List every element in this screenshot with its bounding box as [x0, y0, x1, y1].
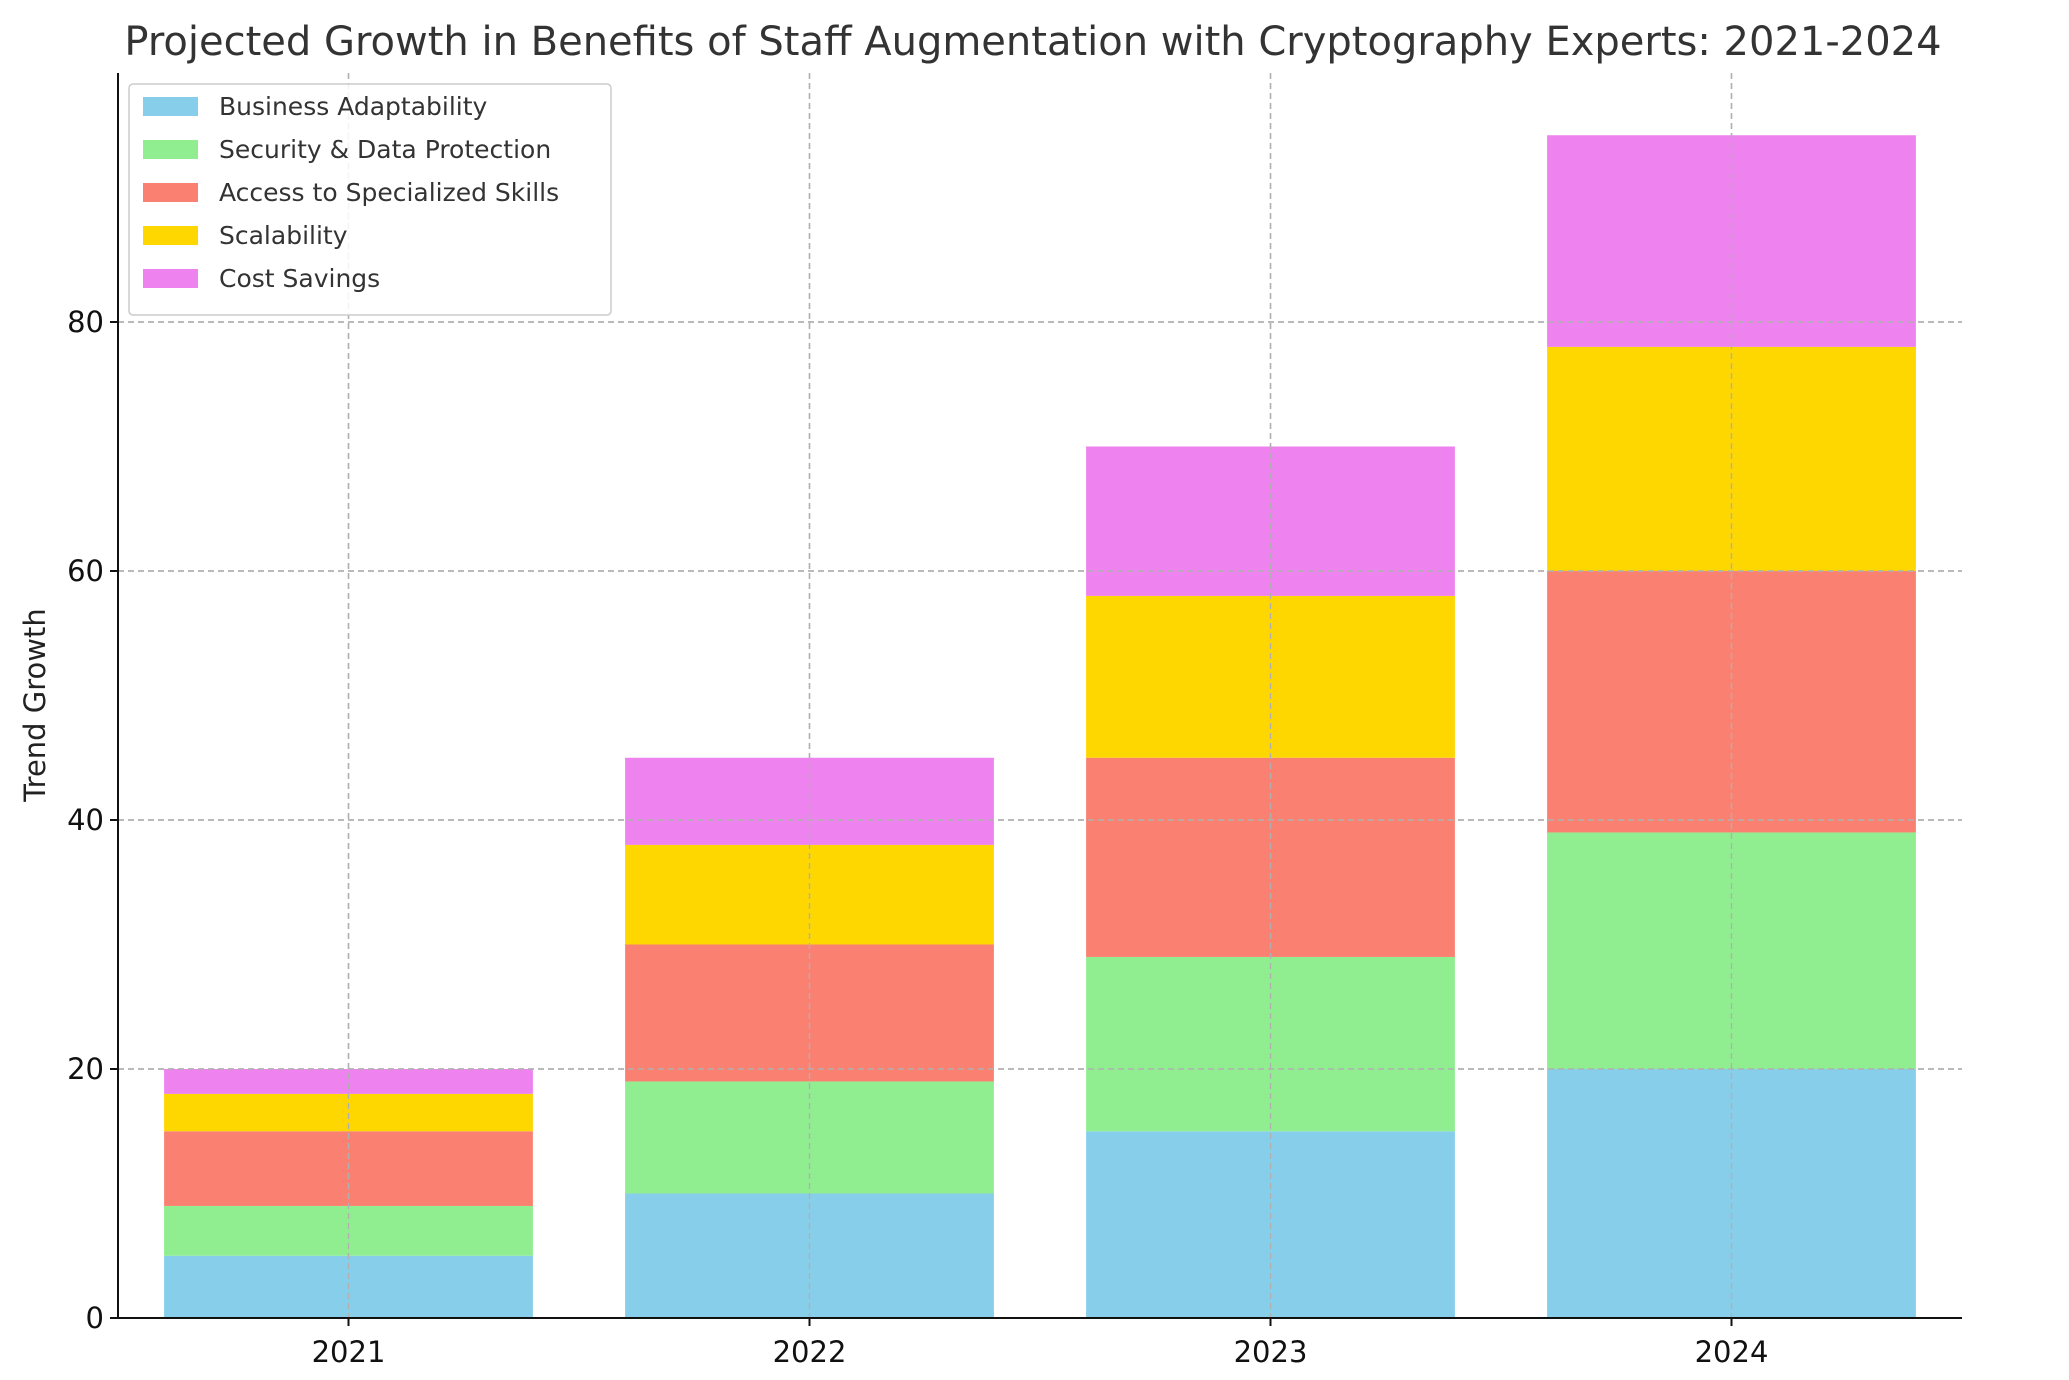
x-tick-label: 2021	[312, 1335, 386, 1369]
legend-label: Cost Savings	[219, 264, 380, 293]
x-tick-label: 2022	[773, 1335, 847, 1369]
legend-swatch	[143, 269, 198, 288]
bar-segment-cost-savings-2022	[625, 757, 994, 845]
y-axis-label: Trend Growth	[18, 608, 52, 803]
legend-swatch	[143, 226, 198, 245]
axes: 0 20 40 60 80 2021 2022 2023 2024	[67, 73, 1962, 1369]
legend-swatch	[143, 140, 198, 159]
y-tick-label: 20	[67, 1052, 104, 1086]
legend-label: Access to Specialized Skills	[219, 178, 559, 207]
legend-label: Scalability	[219, 221, 348, 250]
legend-label: Business Adaptability	[219, 92, 488, 121]
legend-swatch	[143, 97, 198, 116]
y-tick-label: 40	[67, 803, 104, 837]
chart-title: Projected Growth in Benefits of Staff Au…	[124, 19, 1941, 65]
legend-box	[128, 83, 612, 316]
x-tick-label: 2023	[1234, 1335, 1308, 1369]
legend-swatch	[143, 183, 198, 202]
bar-segment-cost-savings-2021	[164, 1069, 533, 1094]
bar-segment-cost-savings-2024	[1547, 135, 1916, 347]
x-tick-label: 2024	[1695, 1335, 1769, 1369]
bar-segment-security-data-protection-2024	[1547, 832, 1916, 1069]
bars	[118, 73, 1962, 1318]
legend: Business Adaptability Security & Data Pro…	[128, 83, 612, 316]
legend-label: Security & Data Protection	[219, 135, 551, 164]
y-tick-label: 0	[86, 1301, 104, 1335]
y-tick-label: 60	[67, 554, 104, 588]
y-tick-label: 80	[67, 305, 104, 339]
